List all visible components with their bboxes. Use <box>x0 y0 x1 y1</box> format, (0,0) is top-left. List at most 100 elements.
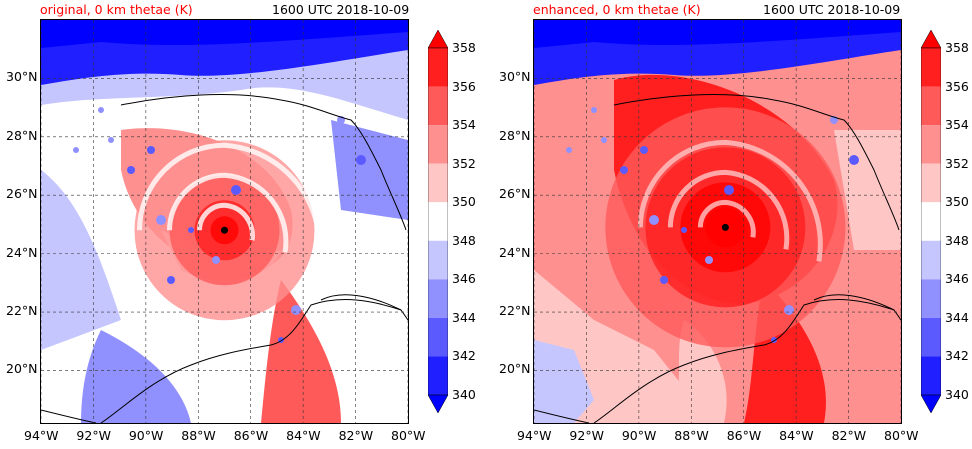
left-panel-title: original, 0 km thetae (K) <box>40 2 193 17</box>
x-tick-label: 90°W <box>621 428 657 443</box>
convective-cell <box>231 185 241 195</box>
convective-cell <box>681 227 687 233</box>
left-map <box>40 19 409 424</box>
left-map-svg <box>41 20 408 423</box>
convective-cell <box>356 155 366 165</box>
colorbar-tick-label: 350 <box>452 194 476 210</box>
coastline <box>100 299 402 423</box>
y-tick-label: 22°N <box>499 303 531 319</box>
convective-cell <box>724 185 734 195</box>
convective-cell <box>188 227 194 233</box>
colorbar-tick-label: 344 <box>452 309 476 325</box>
colorbar-tick-label: 358 <box>945 40 969 55</box>
left-colorbar <box>427 29 449 414</box>
convective-cell <box>601 137 607 143</box>
y-tick-label: 26°N <box>499 186 531 202</box>
colorbar-tick-label: 346 <box>945 271 969 287</box>
colorbar-band <box>428 279 448 318</box>
x-tick-label: 84°W <box>779 428 814 443</box>
colorbar-tick-label: 354 <box>452 117 476 133</box>
storm-center-dot <box>221 226 228 234</box>
colorbar-band <box>921 125 941 164</box>
colorbar-tick-label: 356 <box>452 78 476 94</box>
colorbar-extend-min <box>427 394 449 414</box>
y-tick-label: 28°N <box>499 127 531 143</box>
x-tick-label: 82°W <box>831 428 867 443</box>
colorbar-band <box>428 202 448 241</box>
colorbar-band <box>428 163 448 203</box>
colorbar-tick-label: 348 <box>945 232 969 248</box>
thetae-region <box>674 320 727 423</box>
thetae-region <box>81 330 191 423</box>
convective-cell <box>108 137 114 143</box>
thetae-region <box>331 120 408 220</box>
thetae-region <box>261 280 341 423</box>
spiral-band <box>637 139 823 262</box>
cold-core <box>41 20 408 48</box>
colorbar-tick-label: 342 <box>452 348 476 364</box>
convective-cell <box>784 305 794 315</box>
colorbar-band <box>428 356 448 395</box>
colorbar-band <box>921 279 941 318</box>
spiral-band <box>667 169 790 250</box>
convective-cell <box>591 107 597 113</box>
colorbar-band <box>921 240 941 280</box>
left-panel-time: 1600 UTC 2018-10-09 <box>272 2 410 17</box>
y-tick-label: 22°N <box>6 303 38 319</box>
x-tick-label: 84°W <box>286 428 321 443</box>
coastline <box>41 409 97 423</box>
colorbar-extend-max <box>427 29 449 49</box>
right-map-svg <box>534 20 901 423</box>
colorbar-band <box>921 48 941 87</box>
colorbar-band <box>428 48 448 87</box>
x-tick-label: 90°W <box>128 428 164 443</box>
thetae-region <box>534 340 594 423</box>
convective-cell <box>147 146 155 154</box>
convective-cell <box>640 146 648 154</box>
convective-cell <box>849 155 859 165</box>
colorbar-band <box>921 163 941 203</box>
y-tick-label: 24°N <box>6 244 38 260</box>
y-tick-label: 30°N <box>499 69 531 85</box>
coastline <box>120 94 407 231</box>
colorbar-tick-label: 348 <box>452 232 476 248</box>
convective-cell <box>649 215 659 225</box>
x-tick-label: 82°W <box>338 428 374 443</box>
convective-cell <box>98 107 104 113</box>
colorbar-band <box>921 202 941 241</box>
x-tick-label: 88°W <box>181 428 216 443</box>
convective-cell <box>212 256 220 264</box>
colorbar-tick-label: 340 <box>452 387 476 402</box>
coastline <box>534 409 590 423</box>
colorbar-band <box>921 356 941 395</box>
colorbar-tick-label: 340 <box>945 387 969 402</box>
coastline <box>613 94 900 231</box>
y-tick-label: 20°N <box>499 361 531 377</box>
cuba-coast <box>813 294 901 321</box>
x-tick-label: 92°W <box>76 428 111 443</box>
colorbar-tick-label: 344 <box>945 309 969 325</box>
spiral-band <box>167 172 289 253</box>
y-tick-label: 20°N <box>6 361 38 377</box>
convective-cell <box>660 276 668 284</box>
convective-cell <box>566 147 572 153</box>
colorbar-band <box>428 317 448 357</box>
x-tick-label: 86°W <box>726 428 762 443</box>
right-panel-title: enhanced, 0 km thetae (K) <box>533 2 701 17</box>
y-tick-label: 28°N <box>6 127 38 143</box>
y-tick-label: 26°N <box>6 186 38 202</box>
x-tick-label: 80°W <box>884 428 919 443</box>
convective-cell <box>167 276 175 284</box>
convective-cell <box>620 166 628 174</box>
x-tick-label: 94°W <box>517 428 552 443</box>
right-colorbar <box>920 29 942 414</box>
cuba-coast <box>320 294 408 321</box>
y-tick-label: 30°N <box>6 69 38 85</box>
colorbar-tick-label: 354 <box>945 117 969 133</box>
x-tick-label: 94°W <box>24 428 59 443</box>
colorbar-extend-max <box>920 29 942 49</box>
spiral-band <box>137 142 322 265</box>
convective-cell <box>705 256 713 264</box>
colorbar-band <box>428 240 448 280</box>
storm-center-dot <box>721 223 729 231</box>
